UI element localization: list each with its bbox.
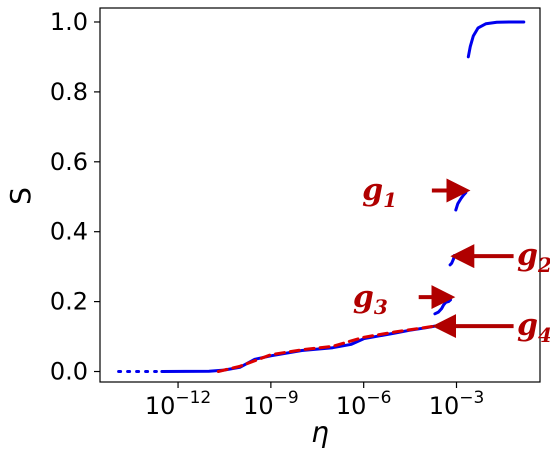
x-tick-label: 10−3: [429, 388, 485, 420]
x-tick-label: 10−6: [336, 388, 392, 420]
annotation-label: g1: [362, 173, 397, 212]
annotation-label: g2: [517, 238, 550, 277]
annotations: g1 g2 g3 g4: [353, 173, 550, 347]
y-tick-label: 1.0: [50, 8, 88, 36]
y-tick-label: 0.4: [50, 218, 88, 246]
y-tick-label: 0.2: [50, 288, 88, 316]
y-tick-label: 0.0: [50, 358, 88, 386]
y-tick-label: 0.8: [50, 78, 88, 106]
x-axis-label: η: [311, 416, 329, 449]
annotation-label: g3: [353, 280, 388, 319]
x-tick-label: 10−12: [145, 388, 211, 420]
annotation-label: g4: [517, 308, 550, 347]
y-axis-label: S: [4, 187, 37, 205]
x-axis: 10−12 10−9 10−6 10−3: [145, 382, 484, 420]
series-line: [466, 20, 526, 59]
x-tick-label: 10−9: [243, 388, 299, 420]
y-axis: 0.0 0.2 0.4 0.6 0.8 1.0: [50, 8, 100, 386]
y-tick-label: 0.6: [50, 148, 88, 176]
